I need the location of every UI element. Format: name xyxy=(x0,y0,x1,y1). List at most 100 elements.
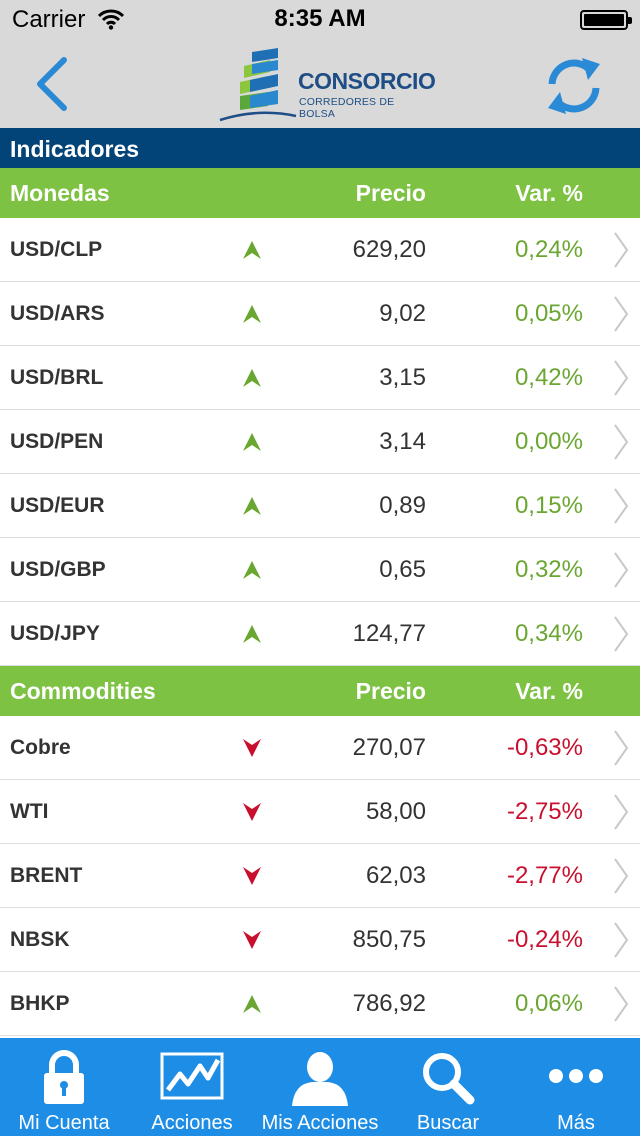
table-row[interactable]: BHKP 786,92 0,06% xyxy=(0,972,640,1036)
chart-icon xyxy=(160,1050,224,1105)
table-row[interactable]: USD/JPY 124,77 0,34% xyxy=(0,602,640,666)
tab-label: Buscar xyxy=(416,1112,480,1134)
search-icon xyxy=(420,1050,476,1111)
chevron-right-icon xyxy=(614,360,629,396)
refresh-button[interactable] xyxy=(538,54,610,118)
chevron-right-icon xyxy=(614,424,629,460)
logo-subtitle: CORREDORES DE BOLSA xyxy=(299,96,395,120)
row-variation: 0,15% xyxy=(514,492,583,519)
row-variation: -2,77% xyxy=(506,862,583,889)
row-variation: 0,06% xyxy=(514,990,583,1017)
row-price: 124,77 xyxy=(352,620,426,647)
row-price: 58,00 xyxy=(365,798,426,825)
row-name: USD/JPY xyxy=(10,622,100,645)
tab-mis-acciones[interactable]: Mis Acciones xyxy=(256,1038,384,1136)
tab-label: Acciones xyxy=(151,1112,233,1134)
table-row[interactable]: USD/ARS 9,02 0,05% xyxy=(0,282,640,346)
wifi-icon xyxy=(97,8,125,35)
chevron-right-icon xyxy=(614,232,629,268)
chevron-right-icon xyxy=(614,552,629,588)
table-row[interactable]: USD/GBP 0,65 0,32% xyxy=(0,538,640,602)
table-row[interactable]: WTI 58,00 -2,75% xyxy=(0,780,640,844)
row-name: NBSK xyxy=(10,928,70,951)
table-row[interactable]: USD/CLP 629,20 0,24% xyxy=(0,218,640,282)
row-price: 0,65 xyxy=(379,556,426,583)
variation-column-header: Var. % xyxy=(515,180,583,206)
group-title: Commodities xyxy=(10,678,156,704)
variation-column-header: Var. % xyxy=(515,678,583,704)
status-time: 8:35 AM xyxy=(274,5,366,32)
more-icon xyxy=(548,1066,604,1091)
row-price: 3,14 xyxy=(379,428,426,455)
row-price: 3,15 xyxy=(379,364,426,391)
nav-bar: CONSORCIO CORREDORES DE BOLSA xyxy=(0,40,640,128)
table-row[interactable]: USD/PEN 3,14 0,00% xyxy=(0,410,640,474)
row-name: Cobre xyxy=(10,736,71,759)
row-variation: 0,32% xyxy=(514,556,583,583)
trend-up-icon xyxy=(243,561,261,579)
row-price: 9,02 xyxy=(379,300,426,327)
chevron-right-icon xyxy=(614,616,629,652)
price-column-header: Precio xyxy=(355,678,426,704)
row-name: USD/BRL xyxy=(10,366,104,389)
table-row[interactable]: NBSK 850,75 -0,24% xyxy=(0,908,640,972)
chevron-right-icon xyxy=(614,922,629,958)
row-variation: 0,34% xyxy=(514,620,583,647)
tab-label: Mi Cuenta xyxy=(18,1112,110,1134)
table-row[interactable]: BRENT 62,03 -2,77% xyxy=(0,844,640,908)
section-title-bar: Indicadores xyxy=(0,128,640,168)
row-variation: -0,63% xyxy=(506,734,583,761)
trend-down-icon xyxy=(243,739,261,757)
logo-name: CONSORCIO xyxy=(298,68,436,94)
row-price: 786,92 xyxy=(352,990,426,1017)
row-price: 850,75 xyxy=(352,926,426,953)
status-bar: Carrier 8:35 AM xyxy=(0,0,640,40)
row-price: 0,89 xyxy=(379,492,426,519)
row-price: 62,03 xyxy=(365,862,426,889)
tab-acciones[interactable]: Acciones xyxy=(128,1038,256,1136)
trend-up-icon xyxy=(243,625,261,643)
back-button[interactable] xyxy=(28,56,78,112)
consorcio-logo: CONSORCIO CORREDORES DE BOLSA xyxy=(218,46,436,122)
row-name: USD/ARS xyxy=(10,302,105,325)
tab-mi-cuenta[interactable]: Mi Cuenta xyxy=(0,1038,128,1136)
tab-buscar[interactable]: Buscar xyxy=(384,1038,512,1136)
row-name: WTI xyxy=(10,800,49,823)
group-header-monedas: Monedas Precio Var. % xyxy=(0,168,640,218)
chevron-right-icon xyxy=(614,986,629,1022)
trend-down-icon xyxy=(243,867,261,885)
tab-label: Mis Acciones xyxy=(261,1112,379,1134)
row-name: BRENT xyxy=(10,864,83,887)
price-column-header: Precio xyxy=(355,180,426,206)
chevron-right-icon xyxy=(614,794,629,830)
row-variation: 0,00% xyxy=(514,428,583,455)
battery-icon xyxy=(580,10,632,30)
trend-up-icon xyxy=(243,995,261,1013)
row-variation: 0,05% xyxy=(514,300,583,327)
section-title: Indicadores xyxy=(10,136,140,162)
trend-up-icon xyxy=(243,433,261,451)
group-header-commodities: Commodities Precio Var. % xyxy=(0,666,640,716)
trend-up-icon xyxy=(243,497,261,515)
chevron-right-icon xyxy=(614,296,629,332)
carrier-label: Carrier xyxy=(12,6,86,33)
table-row[interactable]: USD/EUR 0,89 0,15% xyxy=(0,474,640,538)
tab-mas[interactable]: Más xyxy=(512,1038,640,1136)
row-name: USD/EUR xyxy=(10,494,105,517)
trend-up-icon xyxy=(243,305,261,323)
row-variation: 0,24% xyxy=(514,236,583,263)
chevron-right-icon xyxy=(614,488,629,524)
row-price: 270,07 xyxy=(352,734,426,761)
tab-bar: Mi Cuenta Acciones Mis Acciones Buscar xyxy=(0,1038,640,1136)
chevron-right-icon xyxy=(614,730,629,766)
user-icon xyxy=(290,1050,350,1111)
tab-label: Más xyxy=(557,1112,595,1134)
group-title: Monedas xyxy=(10,180,110,206)
chevron-left-icon xyxy=(37,57,67,111)
trend-down-icon xyxy=(243,803,261,821)
lock-icon xyxy=(41,1050,87,1111)
row-name: USD/CLP xyxy=(10,238,103,261)
table-row[interactable]: USD/BRL 3,15 0,42% xyxy=(0,346,640,410)
table-row[interactable]: Cobre 270,07 -0,63% xyxy=(0,716,640,780)
trend-up-icon xyxy=(243,241,261,259)
